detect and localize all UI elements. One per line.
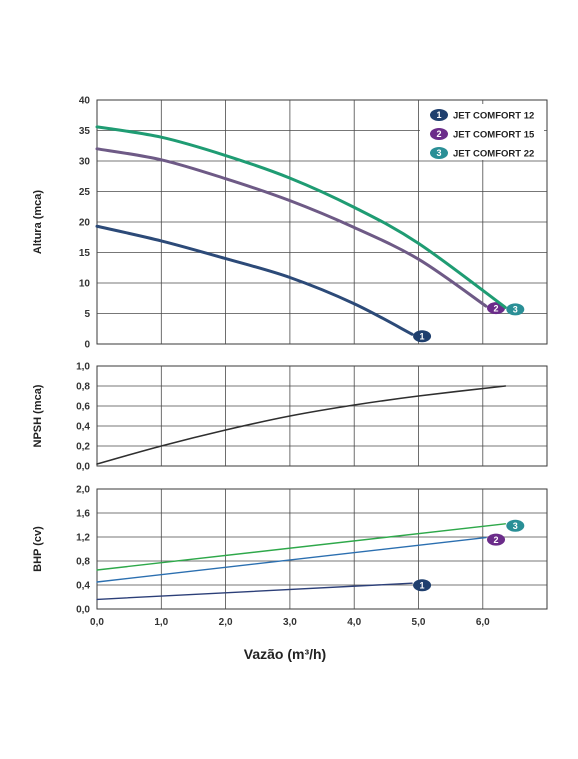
- npsh-panel: 0,0 0,2 0,4 0,6 0,8 1,0 NPSH (mca): [32, 362, 548, 473]
- legend-item-2-badge-label: 2: [436, 129, 441, 139]
- altura-series-1-line: [95, 224, 414, 336]
- bhp-ytick-label: 0,0: [76, 605, 90, 616]
- altura-ytick-label: 40: [79, 96, 91, 107]
- legend-item-3-label: JET COMFORT 22: [453, 149, 534, 160]
- altura-y-axis-label: Altura (mca): [32, 190, 44, 255]
- bhp-series-2-line: [96, 536, 487, 583]
- altura-ytick-label: 35: [79, 126, 91, 137]
- altura-series-1-badge: [413, 330, 432, 343]
- legend-item-1-badge: [430, 109, 448, 121]
- x-tick-label: 4,0: [347, 617, 361, 628]
- bhp-series-3-badge: [506, 519, 525, 532]
- bhp-series-1-badge: [413, 579, 432, 592]
- x-tick-label: 1,0: [154, 617, 168, 628]
- legend-item-1-badge-label: 1: [436, 110, 441, 120]
- npsh-ytick-label: 0,6: [76, 402, 90, 413]
- legend-item-2-label: JET COMFORT 15: [453, 130, 535, 141]
- altura-series-2-badge-label: 2: [494, 303, 499, 313]
- altura-ytick-label: 25: [79, 187, 91, 198]
- x-tick-label: 2,0: [219, 617, 233, 628]
- bhp-plot-frame: [96, 488, 548, 610]
- bhp-series-1-badge-label: 1: [420, 580, 425, 590]
- npsh-y-axis-label: NPSH (mca): [32, 384, 44, 447]
- x-tick-label: 0,0: [90, 617, 104, 628]
- x-tick-label: 5,0: [412, 617, 426, 628]
- altura-ytick-label: 10: [79, 279, 91, 290]
- x-tick-label: 6,0: [476, 617, 490, 628]
- npsh-ytick-label: 0,0: [76, 462, 90, 473]
- bhp-ytick-label: 2,0: [76, 485, 90, 496]
- bhp-ytick-label: 0,8: [76, 557, 90, 568]
- altura-ytick-label: 5: [84, 309, 90, 320]
- altura-series-1-badge-label: 1: [420, 331, 425, 341]
- npsh-ytick-label: 1,0: [76, 362, 90, 373]
- bhp-ytick-label: 1,6: [76, 509, 90, 520]
- bhp-series-3-badge-label: 3: [513, 521, 518, 531]
- legend: 1 JET COMFORT 12 2 JET COMFORT 15 3 JET COMFO…: [420, 104, 544, 160]
- altura-series-3-line: [95, 125, 507, 309]
- bhp-panel: 0,0 0,4 0,8 1,2 1,6 2,0 BHP (cv) 1 2 3 0,0 1,0 2,0 3,…: [32, 485, 548, 628]
- altura-ytick-label: 15: [79, 248, 91, 259]
- altura-series-2-line: [95, 147, 488, 308]
- altura-ytick-label: 0: [84, 340, 90, 351]
- legend-item-3-badge: [430, 147, 448, 159]
- bhp-series-1-line: [96, 582, 413, 601]
- npsh-plot-frame: [96, 365, 548, 467]
- npsh-ytick-label: 0,4: [76, 422, 90, 433]
- bhp-series-2-badge-label: 2: [494, 535, 499, 545]
- legend-item-2-badge: [430, 128, 448, 140]
- altura-ytick-label: 30: [79, 157, 91, 168]
- bhp-series-2-badge: [487, 533, 506, 546]
- npsh-ytick-label: 0,2: [76, 442, 90, 453]
- x-tick-label: 3,0: [283, 617, 297, 628]
- altura-series-3-badge: [506, 303, 525, 316]
- altura-ytick-label: 20: [79, 218, 91, 229]
- bhp-ytick-label: 0,4: [76, 581, 90, 592]
- bhp-series-3-line: [96, 523, 507, 571]
- legend-item-3-badge-label: 3: [436, 148, 441, 158]
- legend-item-1-label: JET COMFORT 12: [453, 111, 534, 122]
- npsh-ytick-label: 0,8: [76, 382, 90, 393]
- bhp-y-axis-label: BHP (cv): [32, 526, 44, 572]
- altura-series-3-badge-label: 3: [513, 305, 518, 315]
- x-axis-label: Vazão (m³/h): [244, 646, 326, 662]
- bhp-ytick-label: 1,2: [76, 533, 90, 544]
- npsh-series-1-line: [96, 385, 507, 465]
